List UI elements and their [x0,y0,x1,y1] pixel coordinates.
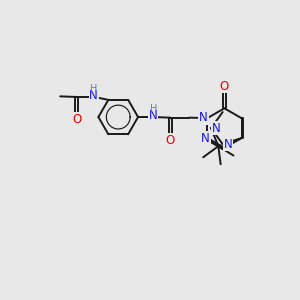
Text: H: H [90,84,98,94]
Text: O: O [166,134,175,147]
Text: N: N [201,132,210,145]
Text: N: N [199,111,208,124]
Text: N: N [224,138,232,151]
Text: O: O [220,80,229,93]
Text: N: N [212,122,221,135]
Text: N: N [89,89,98,102]
Text: O: O [72,113,81,126]
Text: H: H [150,104,157,115]
Text: N: N [149,110,158,122]
